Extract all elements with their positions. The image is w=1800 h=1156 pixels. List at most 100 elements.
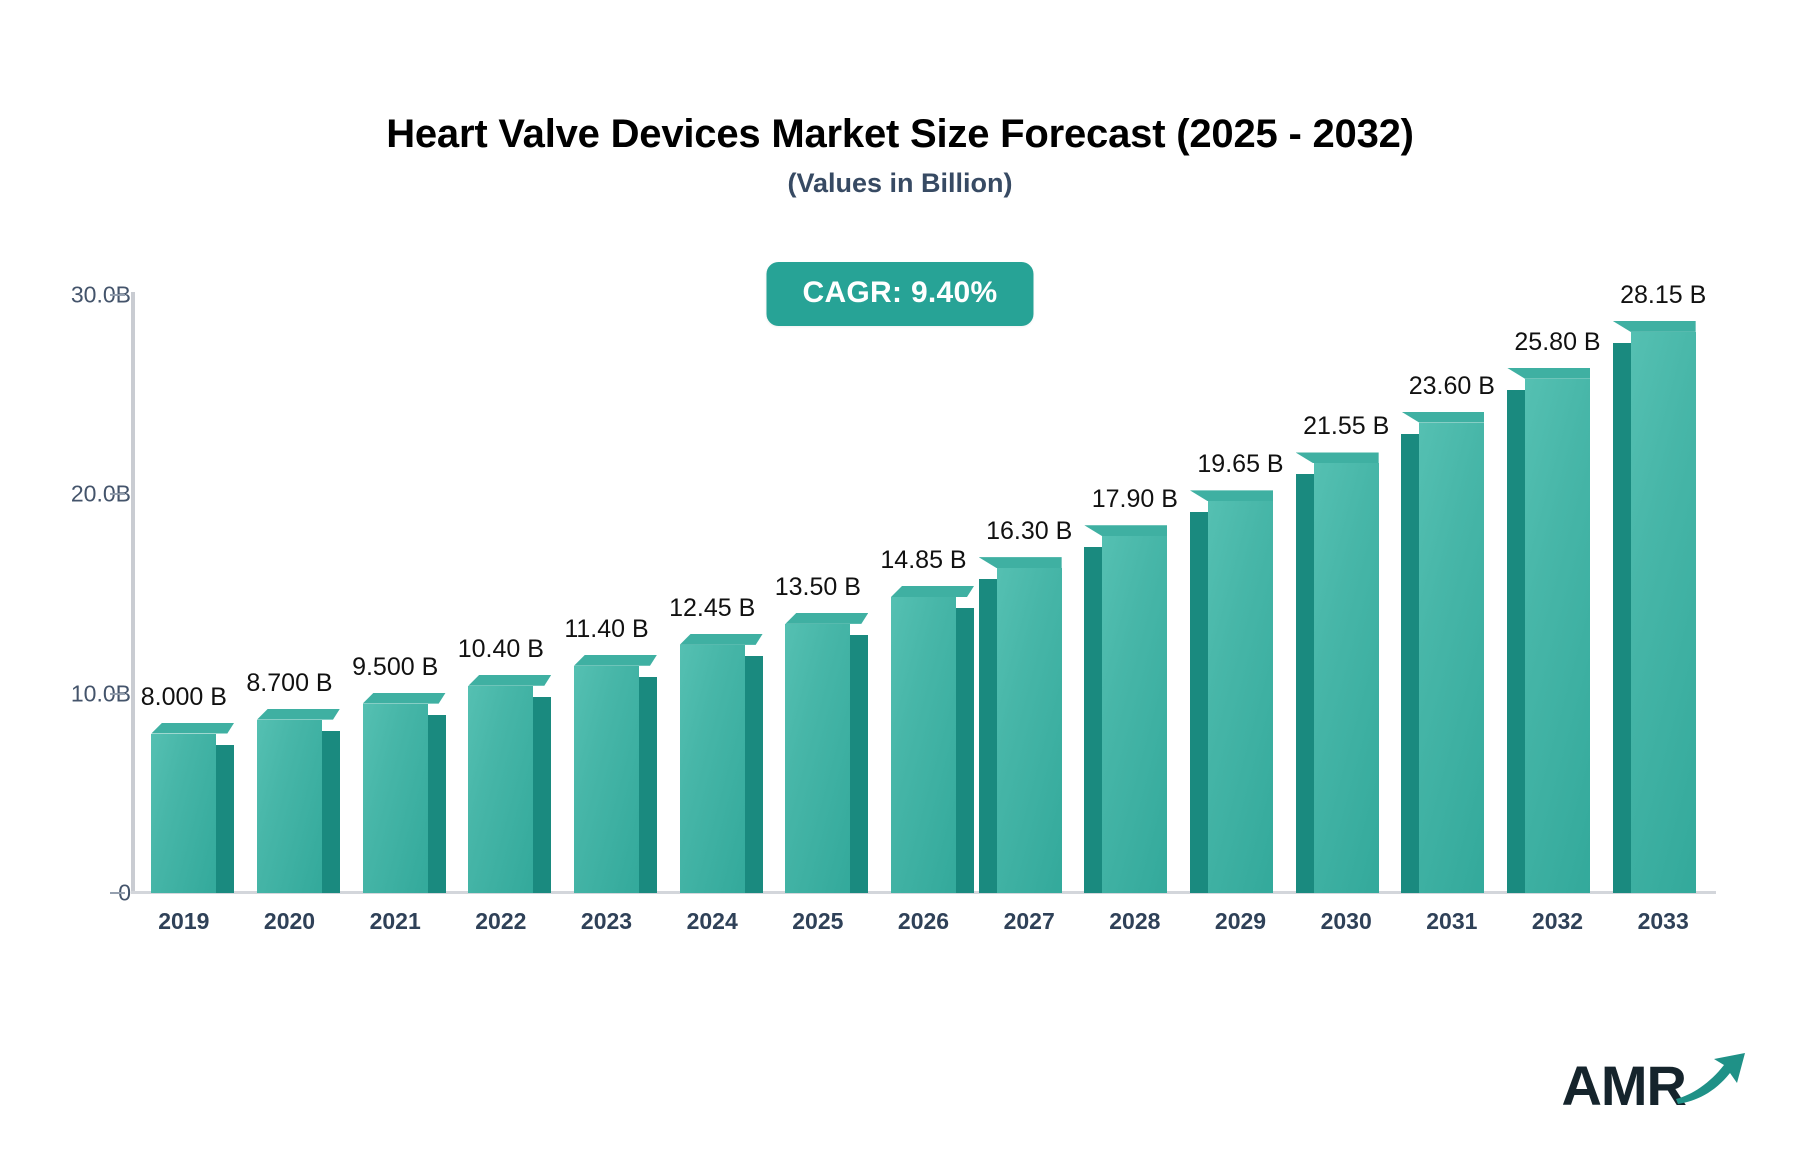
bar-front-face xyxy=(1313,463,1379,893)
bar-2023[interactable]: 11.40 B xyxy=(564,615,657,893)
bar-2033[interactable]: 28.15 B xyxy=(1612,281,1706,893)
bar-value-label: 21.55 B xyxy=(1303,412,1390,441)
bar-value-label: 16.30 B xyxy=(986,517,1073,546)
bar-value-label: 28.15 B xyxy=(1620,280,1707,309)
bar-side-face xyxy=(1612,342,1631,893)
x-tick-label-2033: 2033 xyxy=(1637,908,1689,934)
bar-front-face xyxy=(1419,422,1485,893)
bar-side-face xyxy=(322,730,340,893)
bar-2028[interactable]: 17.90 B xyxy=(1084,485,1178,893)
bar-2021[interactable]: 9.500 B xyxy=(352,653,446,893)
y-tick-mark xyxy=(110,692,125,695)
bar-value-label: 13.50 B xyxy=(774,572,861,601)
bar-side-face xyxy=(1190,512,1208,893)
bar-front-face xyxy=(1525,378,1590,893)
bar-value-label: 17.90 B xyxy=(1091,485,1178,514)
bar-front-face xyxy=(891,597,956,893)
bar-top-face xyxy=(680,634,763,645)
bar-top-face xyxy=(1507,367,1590,379)
x-tick-label-2025: 2025 xyxy=(792,908,844,934)
bar-2024[interactable]: 12.45 B xyxy=(669,594,763,893)
bar-top-face xyxy=(151,723,234,734)
bar-front-face xyxy=(468,685,534,893)
bar-front-face xyxy=(257,719,322,893)
bar-side-face xyxy=(427,714,446,893)
bar-2025[interactable]: 13.50 B xyxy=(775,573,869,893)
bar-top-face xyxy=(891,586,974,597)
bar-side-face xyxy=(1295,474,1314,893)
bar-front-face xyxy=(151,733,217,893)
x-tick-label-2021: 2021 xyxy=(369,908,421,934)
bar-side-face xyxy=(533,696,552,893)
bar-side-face xyxy=(1084,547,1103,893)
x-tick-label-2020: 2020 xyxy=(263,908,316,934)
bar-top-face xyxy=(1612,320,1696,332)
bar-side-face xyxy=(850,634,869,893)
bar-2020[interactable]: 8.700 B xyxy=(246,669,340,893)
bar-value-label: 10.40 B xyxy=(457,634,544,663)
y-tick-mark xyxy=(110,294,125,296)
bar-front-face xyxy=(1208,501,1273,893)
bar-value-label: 8.000 B xyxy=(140,682,227,711)
x-tick-label-2019: 2019 xyxy=(158,908,210,934)
bar-top-face xyxy=(574,655,657,666)
y-axis-line xyxy=(131,292,135,893)
logo-text: AMR xyxy=(1561,1054,1687,1117)
x-tick-label-2028: 2028 xyxy=(1109,908,1161,934)
bar-side-face xyxy=(744,655,763,893)
bar-2031[interactable]: 23.60 B xyxy=(1401,372,1495,893)
bar-2030[interactable]: 21.55 B xyxy=(1295,412,1389,893)
bar-front-face xyxy=(362,703,428,893)
x-tick-label-2024: 2024 xyxy=(686,908,738,934)
x-tick-label-2030: 2030 xyxy=(1320,908,1372,934)
y-tick-mark xyxy=(110,892,125,894)
bar-top-face xyxy=(1295,452,1379,464)
bar-2019[interactable]: 8.000 B xyxy=(141,683,235,893)
bar-top-face xyxy=(363,693,446,704)
bar-side-face xyxy=(978,579,997,893)
bar-2027[interactable]: 16.30 B xyxy=(978,517,1072,893)
bar-side-face xyxy=(216,744,235,893)
x-tick-label-2022: 2022 xyxy=(475,908,527,934)
bar-2029[interactable]: 19.65 B xyxy=(1190,450,1284,893)
bar-value-label: 11.40 B xyxy=(564,614,649,643)
bar-front-face xyxy=(1630,331,1696,893)
bar-top-face xyxy=(1401,411,1485,423)
bar-value-label: 8.700 B xyxy=(246,668,333,697)
bar-side-face xyxy=(1401,433,1420,893)
growth-arrow-icon xyxy=(1674,1049,1748,1110)
chart-title: Heart Valve Devices Market Size Forecast… xyxy=(386,112,1414,156)
bar-2022[interactable]: 10.40 B xyxy=(458,635,552,893)
bar-front-face xyxy=(574,665,639,893)
bar-front-face xyxy=(1102,536,1168,893)
bar-top-face xyxy=(785,613,868,624)
bar-value-label: 19.65 B xyxy=(1197,450,1284,479)
x-tick-label-2027: 2027 xyxy=(1003,908,1055,934)
bar-top-face xyxy=(257,709,340,720)
bar-2032[interactable]: 25.80 B xyxy=(1507,328,1601,893)
x-tick-label-2029: 2029 xyxy=(1214,908,1267,934)
bar-value-label: 9.500 B xyxy=(352,652,439,681)
x-tick-label-2031: 2031 xyxy=(1426,908,1478,934)
bar-value-label: 12.45 B xyxy=(669,593,756,622)
bar-side-face xyxy=(1507,389,1525,893)
bar-side-face xyxy=(639,676,657,893)
x-tick-label-2023: 2023 xyxy=(580,908,633,934)
amr-logo: AMR xyxy=(1561,1049,1748,1114)
bar-2026[interactable]: 14.85 B xyxy=(880,546,974,893)
x-tick-label-2026: 2026 xyxy=(897,908,950,934)
bar-front-face xyxy=(679,644,745,893)
bar-front-face xyxy=(785,623,851,893)
bar-value-label: 25.80 B xyxy=(1514,327,1601,356)
chart-subtitle: (Values in Billion) xyxy=(787,168,1013,198)
bar-top-face xyxy=(1190,490,1273,502)
y-tick-mark xyxy=(110,493,125,496)
bar-side-face xyxy=(956,608,974,893)
bar-top-face xyxy=(468,675,551,686)
cagr-badge: CAGR: 9.40% xyxy=(766,262,1034,326)
x-tick-label-2032: 2032 xyxy=(1531,908,1584,934)
bar-value-label: 23.60 B xyxy=(1408,371,1495,400)
